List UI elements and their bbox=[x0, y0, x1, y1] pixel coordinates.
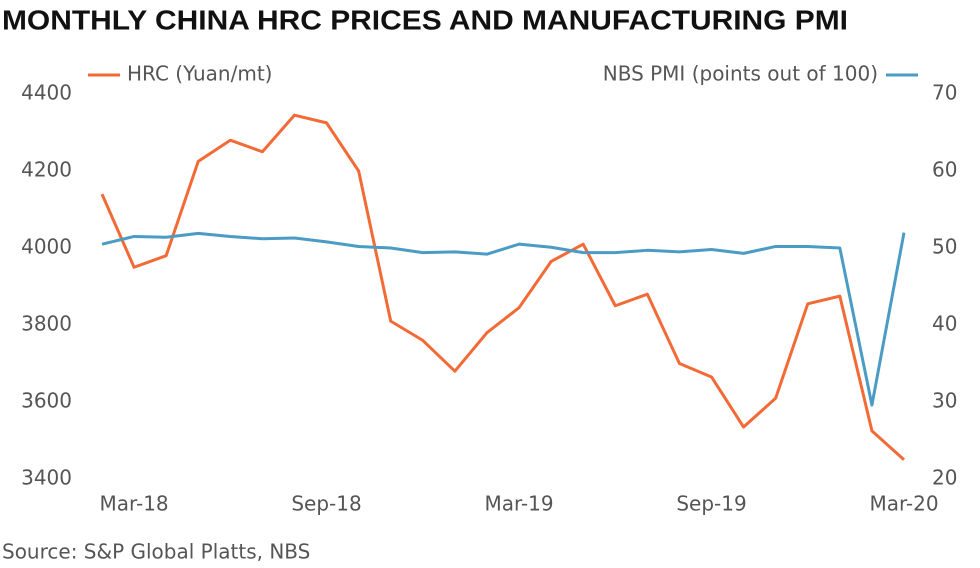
source-note: Source: S&P Global Platts, NBS bbox=[2, 540, 310, 564]
x-tick-label: Sep-19 bbox=[676, 492, 746, 516]
legend-label: HRC (Yuan/mt) bbox=[127, 62, 272, 86]
y-tick-label: 4000 bbox=[21, 235, 72, 259]
y2-tick-label: 60 bbox=[932, 158, 957, 182]
x-tick-label: Mar-18 bbox=[100, 492, 169, 516]
y2-tick-label: 20 bbox=[932, 466, 957, 490]
y2-tick-label: 30 bbox=[932, 389, 957, 413]
series-line bbox=[101, 231, 906, 407]
x-tick-label: Sep-18 bbox=[291, 492, 361, 516]
chart-title: MONTHLY CHINA HRC PRICES AND MANUFACTURI… bbox=[2, 4, 848, 35]
x-tick-label: Mar-20 bbox=[869, 492, 938, 516]
y-tick-label: 4200 bbox=[21, 158, 72, 182]
y-tick-label: 3600 bbox=[21, 389, 72, 413]
x-tick-label: Mar-19 bbox=[484, 492, 553, 516]
y2-tick-label: 40 bbox=[932, 312, 957, 336]
y2-tick-label: 50 bbox=[932, 235, 957, 259]
y-tick-label: 4400 bbox=[21, 81, 72, 105]
series-line bbox=[100, 113, 906, 461]
y-tick-label: 3400 bbox=[21, 466, 72, 490]
legend-label: NBS PMI (points out of 100) bbox=[603, 62, 878, 86]
y2-tick-label: 70 bbox=[932, 81, 957, 105]
y-tick-label: 3800 bbox=[21, 312, 72, 336]
